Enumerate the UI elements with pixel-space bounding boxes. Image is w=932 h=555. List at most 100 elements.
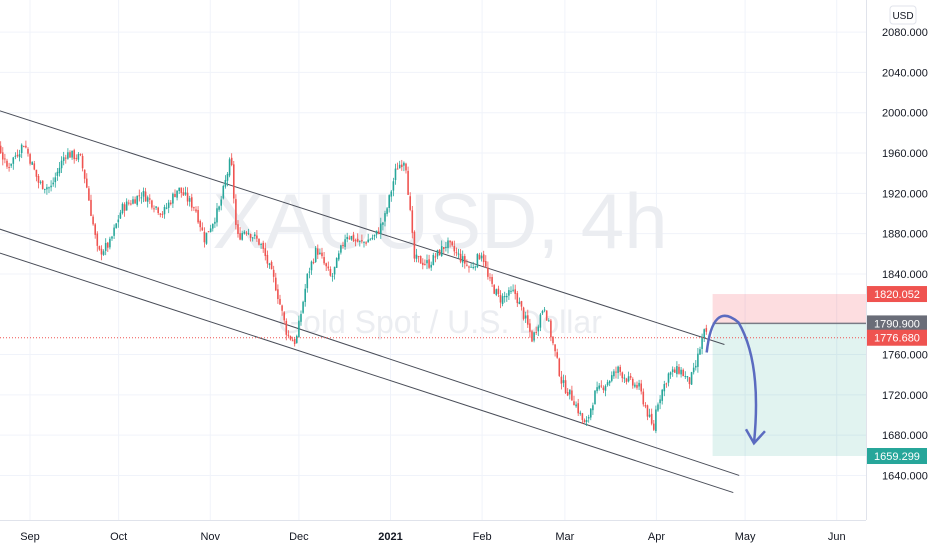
price-tag-label: 1790.900: [874, 318, 920, 330]
channel-lines[interactable]: [0, 99, 740, 494]
candle: [409, 192, 411, 212]
candle-body: [331, 275, 334, 277]
candle-body: [440, 246, 443, 256]
candle: [298, 315, 300, 338]
candle-body: [69, 152, 71, 158]
candle-body: [346, 236, 348, 240]
candle: [627, 371, 630, 383]
candle-body: [90, 199, 92, 216]
candle-body: [579, 412, 582, 414]
y-tick-label: 1680.000: [882, 430, 928, 442]
candle-body: [214, 221, 216, 224]
candle-body: [705, 328, 708, 332]
candle-body: [142, 190, 145, 197]
candle-body: [598, 385, 600, 389]
trade-zone[interactable]: [712, 294, 867, 457]
candle: [678, 363, 680, 375]
candle-body: [1, 152, 4, 160]
candle-body: [581, 413, 584, 420]
candle: [405, 162, 407, 174]
candle: [281, 304, 283, 316]
candle-body: [447, 240, 449, 249]
candle-body: [0, 145, 2, 154]
candle-body: [18, 154, 21, 158]
candle-body: [524, 315, 527, 319]
candle: [117, 215, 120, 228]
candle: [314, 246, 317, 263]
candle: [692, 362, 695, 375]
candle: [125, 198, 128, 211]
candle-body: [646, 405, 649, 417]
x-tick-label: May: [735, 531, 756, 543]
candle-body: [461, 256, 464, 263]
candle-body: [155, 206, 157, 208]
forecast-arrow-head: [744, 428, 766, 446]
candle-body: [119, 212, 122, 219]
candle-body: [39, 181, 42, 183]
candle: [178, 187, 180, 195]
candle: [554, 344, 556, 357]
candle: [325, 262, 327, 271]
candle-body: [144, 191, 147, 202]
currency-button[interactable]: USD: [889, 5, 917, 25]
candle-body: [577, 403, 579, 414]
candle: [220, 196, 222, 211]
candle: [329, 266, 332, 277]
candle: [205, 232, 208, 245]
candle-body: [522, 307, 525, 319]
candle: [64, 154, 67, 164]
candle: [232, 160, 235, 204]
candle-body: [354, 240, 357, 242]
candle: [167, 199, 170, 214]
candle: [560, 370, 563, 390]
candle: [407, 166, 409, 196]
y-tick-label: 1720.000: [882, 390, 928, 402]
candle: [161, 211, 164, 218]
candle-body: [268, 263, 271, 266]
candle: [594, 390, 596, 405]
candle: [348, 235, 351, 240]
candle-body: [596, 387, 598, 392]
candle: [123, 202, 126, 217]
candle: [111, 235, 113, 241]
candle-body: [295, 335, 298, 343]
candle-body: [587, 417, 590, 419]
candle-body: [545, 310, 548, 321]
candle-body: [411, 210, 414, 233]
candle-body: [363, 241, 365, 243]
candle: [142, 187, 145, 203]
candle-body: [312, 262, 315, 264]
candle: [241, 230, 243, 241]
candle: [426, 254, 428, 270]
candle-body: [102, 251, 105, 255]
candle-body: [260, 243, 262, 245]
candle-body: [688, 377, 691, 385]
candle-body: [96, 233, 99, 246]
candle-body: [218, 206, 220, 210]
candle-body: [293, 339, 296, 345]
candle: [358, 240, 361, 247]
candle-body: [390, 191, 393, 197]
candle: [699, 346, 701, 355]
candle-body: [12, 157, 15, 164]
candle: [390, 189, 393, 202]
candle: [4, 153, 6, 164]
candle: [424, 259, 426, 266]
candle: [94, 222, 96, 239]
candle-body: [659, 399, 661, 404]
axes: [0, 0, 867, 521]
candle-body: [554, 344, 556, 352]
candle: [688, 376, 691, 389]
candle-body: [409, 196, 411, 210]
forecast-arrow[interactable]: [705, 314, 766, 446]
candle: [58, 162, 61, 177]
candle-body: [501, 296, 504, 305]
candle-body: [512, 289, 514, 291]
candle: [176, 190, 178, 201]
candle-body: [71, 150, 73, 158]
candle-body: [627, 376, 630, 382]
candle-body: [125, 201, 128, 211]
candle: [113, 224, 115, 240]
candle-body: [610, 375, 613, 381]
